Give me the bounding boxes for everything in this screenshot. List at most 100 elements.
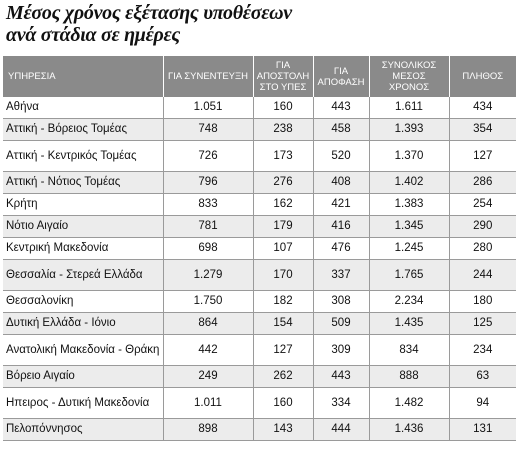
header-dispatch: ΓΙΑ ΑΠΟΣΤΟΛΗ ΣΤΟ ΥΠΕΣ: [253, 56, 314, 97]
page-title: Μέσος χρόνος εξέτασης υποθέσεων ανά στάδ…: [6, 2, 516, 46]
cell-interview-days: 864: [163, 312, 254, 335]
cell-total-days: 1.245: [369, 237, 450, 260]
cell-count: 94: [449, 387, 516, 419]
cell-decision-days: 421: [313, 193, 370, 216]
cell-count: 125: [449, 312, 516, 335]
cell-total-days: 1.435: [369, 312, 450, 335]
cell-dispatch-days: 179: [253, 215, 314, 238]
cell-decision-days: 309: [313, 334, 370, 366]
table-row: Νότιο Αιγαίο 781 179 416 1.345 290: [3, 215, 516, 238]
cell-interview-days: 1.279: [163, 259, 254, 291]
cell-dispatch-days: 173: [253, 140, 314, 172]
cell-service: Θεσσαλία - Στερεά Ελλάδα: [3, 259, 164, 291]
cell-interview-days: 249: [163, 365, 254, 388]
cell-service: Αττική - Βόρειος Τομέας: [3, 118, 164, 141]
cell-count: 244: [449, 259, 516, 291]
cell-decision-days: 308: [313, 290, 370, 313]
cell-count: 234: [449, 334, 516, 366]
cell-dispatch-days: 262: [253, 365, 314, 388]
cell-dispatch-days: 238: [253, 118, 314, 141]
cell-dispatch-days: 162: [253, 193, 314, 216]
cell-decision-days: 520: [313, 140, 370, 172]
cell-interview-days: 833: [163, 193, 254, 216]
cell-total-days: 1.402: [369, 171, 450, 194]
cell-total-days: 1.765: [369, 259, 450, 291]
cell-total-days: 888: [369, 365, 450, 388]
cell-service: Κρήτη: [3, 193, 164, 216]
cell-interview-days: 698: [163, 237, 254, 260]
table-row: Ηπειρος - Δυτική Μακεδονία 1.011 160 334 1.4…: [3, 387, 516, 419]
cell-total-days: 1.345: [369, 215, 450, 238]
cell-decision-days: 458: [313, 118, 370, 141]
cell-service: Πελοπόννησος: [3, 418, 164, 441]
cell-decision-days: 444: [313, 418, 370, 441]
cell-dispatch-days: 160: [253, 97, 314, 119]
cell-total-days: 1.393: [369, 118, 450, 141]
header-decision: ΓΙΑ ΑΠΟΦΑΣΗ: [313, 56, 370, 97]
table-row: Βόρειο Αιγαίο 249 262 443 888 63: [3, 365, 516, 388]
cell-total-days: 1.370: [369, 140, 450, 172]
cell-interview-days: 781: [163, 215, 254, 238]
table-body: Αθήνα 1.051 160 443 1.611 434 Αττική - Βόρειος…: [3, 97, 516, 441]
cell-dispatch-days: 127: [253, 334, 314, 366]
cell-dispatch-days: 143: [253, 418, 314, 441]
cell-count: 280: [449, 237, 516, 260]
table-row: Κρήτη 833 162 421 1.383 254: [3, 193, 516, 216]
table-header: ΥΠΗΡΕΣΙΑ ΓΙΑ ΣΥΝΕΝΤΕΥΞΗ ΓΙΑ ΑΠΟΣΤΟΛΗ ΣΤΟ…: [3, 56, 516, 97]
cell-interview-days: 726: [163, 140, 254, 172]
cell-count: 434: [449, 97, 516, 119]
cell-total-days: 2.234: [369, 290, 450, 313]
cell-count: 63: [449, 365, 516, 388]
data-table: ΥΠΗΡΕΣΙΑ ΓΙΑ ΣΥΝΕΝΤΕΥΞΗ ΓΙΑ ΑΠΟΣΤΟΛΗ ΣΤΟ…: [3, 56, 516, 441]
cell-service: Κεντρική Μακεδονία: [3, 237, 164, 260]
cell-service: Νότιο Αιγαίο: [3, 215, 164, 238]
cell-count: 286: [449, 171, 516, 194]
cell-decision-days: 443: [313, 365, 370, 388]
table-row: Αττική - Κεντρικός Τομέας 726 173 520 1.370 1…: [3, 140, 516, 172]
cell-service: Ανατολική Μακεδονία - Θράκη: [3, 334, 164, 366]
title-line-1: Μέσος χρόνος εξέτασης υποθέσεων: [6, 2, 292, 24]
header-service: ΥΠΗΡΕΣΙΑ: [3, 56, 164, 97]
cell-interview-days: 748: [163, 118, 254, 141]
cell-dispatch-days: 276: [253, 171, 314, 194]
cell-dispatch-days: 107: [253, 237, 314, 260]
cell-decision-days: 509: [313, 312, 370, 335]
cell-service: Αττική - Κεντρικός Τομέας: [3, 140, 164, 172]
cell-count: 254: [449, 193, 516, 216]
title-line-2: ανά στάδια σε ημέρες: [6, 24, 181, 46]
cell-total-days: 1.436: [369, 418, 450, 441]
cell-service: Βόρειο Αιγαίο: [3, 365, 164, 388]
cell-count: 131: [449, 418, 516, 441]
cell-dispatch-days: 170: [253, 259, 314, 291]
cell-decision-days: 416: [313, 215, 370, 238]
cell-service: Δυτική Ελλάδα - Ιόνιο: [3, 312, 164, 335]
table-row: Κεντρική Μακεδονία 698 107 476 1.245 280: [3, 237, 516, 260]
cell-service: Αττική - Νότιος Τομέας: [3, 171, 164, 194]
cell-total-days: 834: [369, 334, 450, 366]
header-interview: ΓΙΑ ΣΥΝΕΝΤΕΥΞΗ: [163, 56, 254, 97]
cell-service: Θεσσαλονίκη: [3, 290, 164, 313]
cell-decision-days: 443: [313, 97, 370, 119]
cell-decision-days: 334: [313, 387, 370, 419]
table-row: Αττική - Νότιος Τομέας 796 276 408 1.402 286: [3, 171, 516, 194]
cell-count: 354: [449, 118, 516, 141]
cell-total-days: 1.383: [369, 193, 450, 216]
cell-decision-days: 476: [313, 237, 370, 260]
cell-interview-days: 796: [163, 171, 254, 194]
cell-total-days: 1.482: [369, 387, 450, 419]
header-count: ΠΛΗΘΟΣ: [449, 56, 516, 97]
cell-count: 127: [449, 140, 516, 172]
table-row: Ανατολική Μακεδονία - Θράκη 442 127 309 834 2…: [3, 334, 516, 366]
table-row: Θεσσαλονίκη 1.750 182 308 2.234 180: [3, 290, 516, 313]
header-total-average-time: ΣΥΝΟΛΙΚΟΣ ΜΕΣΟΣ ΧΡΟΝΟΣ: [369, 56, 450, 97]
table-row: Αττική - Βόρειος Τομέας 748 238 458 1.393 354: [3, 118, 516, 141]
cell-decision-days: 337: [313, 259, 370, 291]
cell-interview-days: 898: [163, 418, 254, 441]
table-row: Δυτική Ελλάδα - Ιόνιο 864 154 509 1.435 125: [3, 312, 516, 335]
cell-dispatch-days: 154: [253, 312, 314, 335]
table-row: Αθήνα 1.051 160 443 1.611 434: [3, 97, 516, 119]
cell-decision-days: 408: [313, 171, 370, 194]
cell-interview-days: 1.051: [163, 97, 254, 119]
table-row: Θεσσαλία - Στερεά Ελλάδα 1.279 170 337 1.765…: [3, 259, 516, 291]
cell-service: Ηπειρος - Δυτική Μακεδονία: [3, 387, 164, 419]
